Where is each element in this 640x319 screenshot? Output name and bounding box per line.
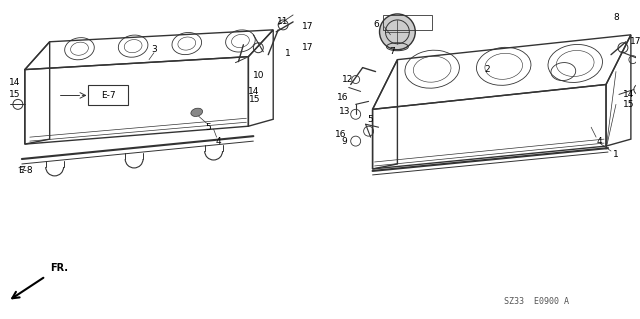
Text: SZ33  E0900 A: SZ33 E0900 A [504, 297, 569, 306]
Text: 17: 17 [302, 43, 314, 52]
Text: 17: 17 [630, 37, 640, 46]
Text: 15: 15 [248, 95, 260, 104]
Ellipse shape [191, 108, 203, 116]
Text: 11: 11 [277, 18, 289, 26]
Text: 6: 6 [374, 20, 380, 29]
Text: E-8: E-8 [18, 167, 33, 175]
Text: 13: 13 [339, 107, 351, 116]
Text: 5: 5 [368, 115, 374, 124]
Text: 2: 2 [484, 65, 490, 74]
Text: 8: 8 [613, 13, 619, 22]
Text: 16: 16 [335, 130, 346, 139]
Text: FR.: FR. [50, 263, 68, 273]
Text: E-7: E-7 [101, 91, 116, 100]
Text: 14: 14 [248, 87, 259, 96]
Text: 16: 16 [337, 93, 349, 102]
Text: 14: 14 [623, 90, 635, 99]
Text: 17: 17 [302, 22, 314, 31]
Text: 1: 1 [613, 150, 619, 159]
Text: 15: 15 [9, 90, 20, 99]
Text: 12: 12 [342, 75, 353, 84]
Text: 9: 9 [342, 137, 348, 145]
Text: 4: 4 [596, 137, 602, 145]
Text: 14: 14 [9, 78, 20, 87]
Text: 15: 15 [623, 100, 635, 109]
Circle shape [380, 14, 415, 50]
Text: 7: 7 [390, 47, 396, 56]
Text: 4: 4 [216, 137, 221, 145]
Text: 1: 1 [285, 49, 291, 58]
Text: 3: 3 [151, 45, 157, 54]
Text: 5: 5 [206, 123, 211, 132]
Text: 10: 10 [253, 71, 264, 80]
